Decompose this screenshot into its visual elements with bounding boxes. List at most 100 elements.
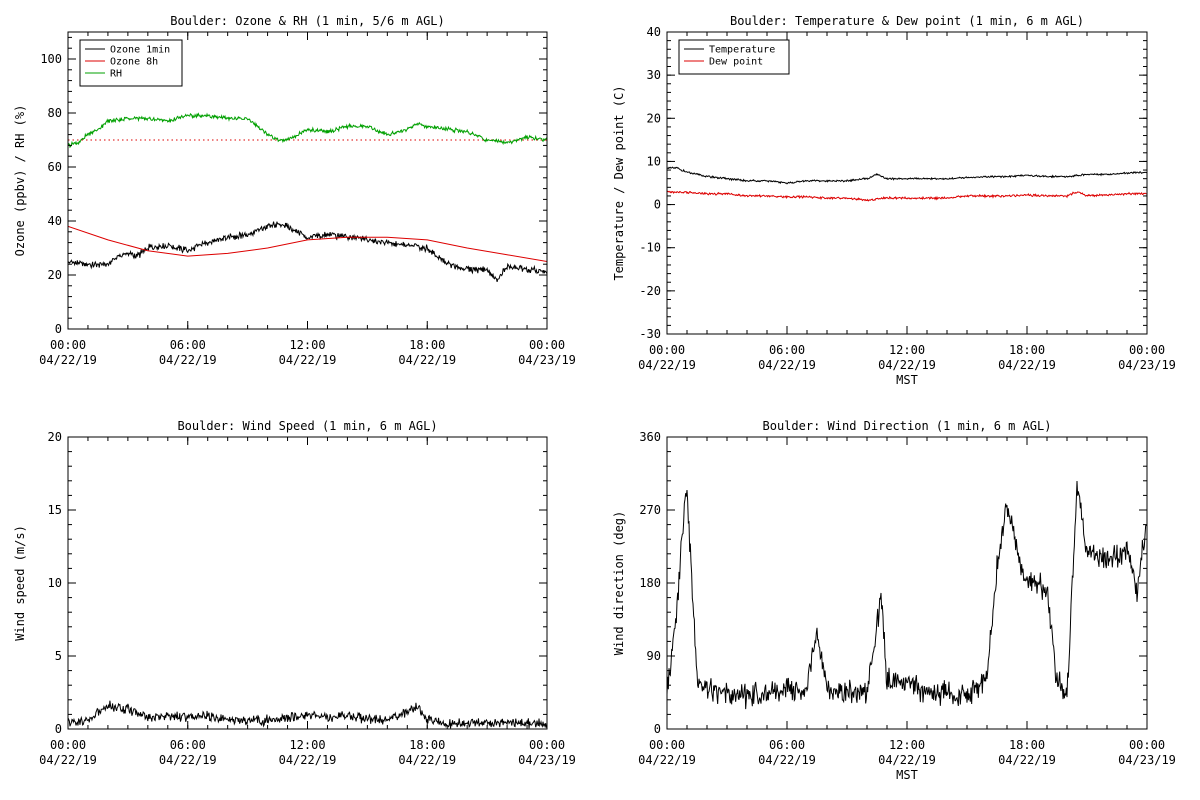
x-tick-label-time: 12:00 bbox=[889, 343, 925, 357]
series-dew-point bbox=[667, 190, 1147, 202]
x-tick-label-date: 04/23/19 bbox=[518, 353, 576, 367]
x-tick-label-date: 04/23/19 bbox=[1118, 358, 1176, 372]
chart-title: Boulder: Wind Speed (1 min, 6 m AGL) bbox=[177, 419, 437, 433]
panel-wind-speed: Boulder: Wind Speed (1 min, 6 m AGL) 0 5 10… bbox=[13, 419, 576, 767]
y-tick-label: 0 bbox=[654, 198, 661, 212]
plot-frame bbox=[666, 31, 1148, 335]
legend-entry: RH bbox=[110, 69, 122, 80]
series-group bbox=[667, 481, 1147, 710]
y-tick-label: 0 bbox=[55, 322, 62, 336]
legend-entry: Ozone 1min bbox=[110, 45, 170, 56]
x-tick-label-time: 06:00 bbox=[769, 343, 805, 357]
x-tick-label-date: 04/23/19 bbox=[518, 753, 576, 767]
y-tick-label: 30 bbox=[647, 68, 661, 82]
x-tick-label-date: 04/22/19 bbox=[398, 753, 456, 767]
x-tick-label-time: 18:00 bbox=[1009, 343, 1045, 357]
y-tick-label: 20 bbox=[48, 430, 62, 444]
x-tick-label-time: 00:00 bbox=[649, 738, 685, 752]
panel-wind-direction: Boulder: Wind Direction (1 min, 6 m AGL)… bbox=[612, 419, 1176, 782]
y-tick-label: 10 bbox=[48, 576, 62, 590]
y-tick-label: 270 bbox=[639, 503, 661, 517]
y-tick-label: -10 bbox=[639, 241, 661, 255]
x-tick-label-date: 04/22/19 bbox=[39, 353, 97, 367]
x-axis-label: MST bbox=[896, 373, 918, 387]
x-tick-label-date: 04/22/19 bbox=[998, 753, 1056, 767]
legend-entry: Temperature bbox=[709, 45, 775, 56]
series-group bbox=[68, 700, 547, 729]
x-tick-label-date: 04/22/19 bbox=[159, 353, 217, 367]
x-tick-label-time: 06:00 bbox=[170, 338, 206, 352]
x-tick-label-date: 04/22/19 bbox=[758, 358, 816, 372]
series-ozone-8h bbox=[68, 225, 547, 262]
x-tick-label-time: 12:00 bbox=[289, 338, 325, 352]
y-tick-label: 100 bbox=[40, 52, 62, 66]
y-tick-label: 20 bbox=[647, 111, 661, 125]
series-ozone-1min bbox=[68, 221, 547, 282]
x-tick-label-date: 04/22/19 bbox=[279, 353, 337, 367]
y-tick-label: 5 bbox=[55, 649, 62, 663]
x-tick-label-time: 06:00 bbox=[769, 738, 805, 752]
x-tick-label-date: 04/22/19 bbox=[398, 353, 456, 367]
y-tick-label: 0 bbox=[55, 722, 62, 736]
x-tick-label-time: 06:00 bbox=[170, 738, 206, 752]
x-tick-label-time: 00:00 bbox=[1129, 343, 1165, 357]
legend-entry: Dew point bbox=[709, 57, 763, 68]
x-tick-label-date: 04/22/19 bbox=[998, 358, 1056, 372]
x-tick-label-time: 18:00 bbox=[409, 338, 445, 352]
plot-frame bbox=[666, 436, 1148, 730]
x-tick-label-date: 04/22/19 bbox=[279, 753, 337, 767]
x-tick-label-time: 18:00 bbox=[409, 738, 445, 752]
legend-box bbox=[79, 39, 183, 87]
y-axis-label: Temperature / Dew point (C) bbox=[612, 85, 626, 280]
y-tick-label: 15 bbox=[48, 503, 62, 517]
x-tick-label-date: 04/22/19 bbox=[758, 753, 816, 767]
x-tick-label-time: 00:00 bbox=[1129, 738, 1165, 752]
x-tick-label-date: 04/22/19 bbox=[638, 753, 696, 767]
x-axis-label: MST bbox=[896, 768, 918, 782]
series-temperature bbox=[667, 166, 1147, 185]
y-axis-label: Wind direction (deg) bbox=[612, 511, 626, 656]
x-tick-label-time: 00:00 bbox=[649, 343, 685, 357]
series-group bbox=[68, 112, 547, 282]
x-tick-label-time: 00:00 bbox=[50, 738, 86, 752]
x-tick-label-time: 00:00 bbox=[529, 738, 565, 752]
chart-title: Boulder: Ozone & RH (1 min, 5/6 m AGL) bbox=[170, 14, 445, 28]
chart-title: Boulder: Temperature & Dew point (1 min,… bbox=[730, 14, 1084, 28]
x-tick-label-time: 00:00 bbox=[529, 338, 565, 352]
series-rh bbox=[68, 112, 547, 149]
x-tick-label-date: 04/22/19 bbox=[159, 753, 217, 767]
x-tick-label-date: 04/23/19 bbox=[1118, 753, 1176, 767]
plot-frame bbox=[67, 436, 548, 730]
y-tick-label: 90 bbox=[647, 649, 661, 663]
x-tick-label-date: 04/22/19 bbox=[878, 358, 936, 372]
panel-ozone-rh: Boulder: Ozone & RH (1 min, 5/6 m AGL) 0 2… bbox=[13, 14, 576, 367]
y-tick-label: -30 bbox=[639, 327, 661, 341]
y-tick-label: 40 bbox=[647, 25, 661, 39]
y-tick-label: 0 bbox=[654, 722, 661, 736]
y-tick-label: 80 bbox=[48, 106, 62, 120]
y-tick-label: 10 bbox=[647, 154, 661, 168]
chart-title: Boulder: Wind Direction (1 min, 6 m AGL) bbox=[763, 419, 1052, 433]
y-axis-label: Wind speed (m/s) bbox=[13, 525, 27, 641]
series-line bbox=[667, 481, 1147, 710]
y-tick-label: 60 bbox=[48, 160, 62, 174]
y-tick-label: 40 bbox=[48, 214, 62, 228]
y-axis-label: Ozone (ppbv) / RH (%) bbox=[13, 105, 27, 257]
x-tick-label-date: 04/22/19 bbox=[638, 358, 696, 372]
x-tick-label-date: 04/22/19 bbox=[878, 753, 936, 767]
panel-temperature-dewpoint: Boulder: Temperature & Dew point (1 min,… bbox=[612, 14, 1176, 387]
series-group bbox=[667, 166, 1147, 202]
x-tick-label-time: 12:00 bbox=[889, 738, 925, 752]
y-tick-label: 20 bbox=[48, 268, 62, 282]
legend-box bbox=[678, 39, 790, 75]
y-tick-label: -20 bbox=[639, 284, 661, 298]
x-tick-label-time: 12:00 bbox=[289, 738, 325, 752]
x-tick-label-time: 00:00 bbox=[50, 338, 86, 352]
y-tick-label: 180 bbox=[639, 576, 661, 590]
legend-entry: Ozone 8h bbox=[110, 57, 158, 68]
x-tick-label-date: 04/22/19 bbox=[39, 753, 97, 767]
x-tick-label-time: 18:00 bbox=[1009, 738, 1045, 752]
series-line bbox=[68, 700, 547, 729]
y-tick-label: 360 bbox=[639, 430, 661, 444]
